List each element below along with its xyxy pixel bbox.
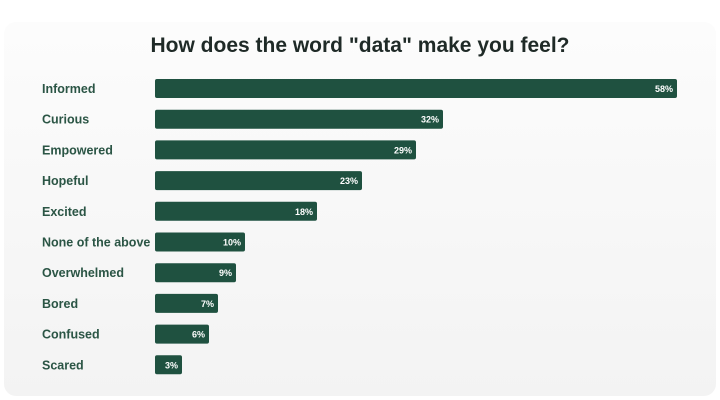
value-label: 3%: [165, 360, 178, 370]
category-label: Overwhelmed: [42, 266, 124, 280]
category-label: Bored: [42, 297, 78, 311]
value-label: 58%: [655, 84, 673, 94]
value-label: 10%: [223, 238, 241, 248]
bar: [155, 109, 443, 129]
category-label: Hopeful: [42, 174, 89, 188]
category-label: Curious: [42, 113, 89, 127]
bar: [155, 140, 416, 160]
value-label: 23%: [340, 176, 358, 186]
bar: [155, 293, 218, 313]
category-label: Empowered: [42, 143, 113, 157]
value-label: 7%: [201, 299, 214, 309]
bar: [155, 79, 677, 98]
value-label: 18%: [295, 207, 313, 217]
category-label: Confused: [42, 328, 100, 342]
category-label: Excited: [42, 205, 86, 219]
bar: [155, 324, 209, 344]
value-label: 9%: [219, 268, 232, 278]
chart-title: How does the word "data" make you feel?: [150, 34, 570, 57]
category-label: None of the above: [42, 236, 150, 250]
bar: [155, 232, 245, 252]
category-label: Scared: [42, 358, 84, 372]
bar: [155, 263, 236, 283]
value-label: 6%: [192, 330, 205, 340]
bar: [155, 171, 362, 191]
value-label: 29%: [394, 145, 412, 155]
bar: [155, 201, 317, 221]
category-label: Informed: [42, 82, 95, 96]
bar: [155, 355, 182, 375]
value-label: 32%: [421, 115, 439, 125]
